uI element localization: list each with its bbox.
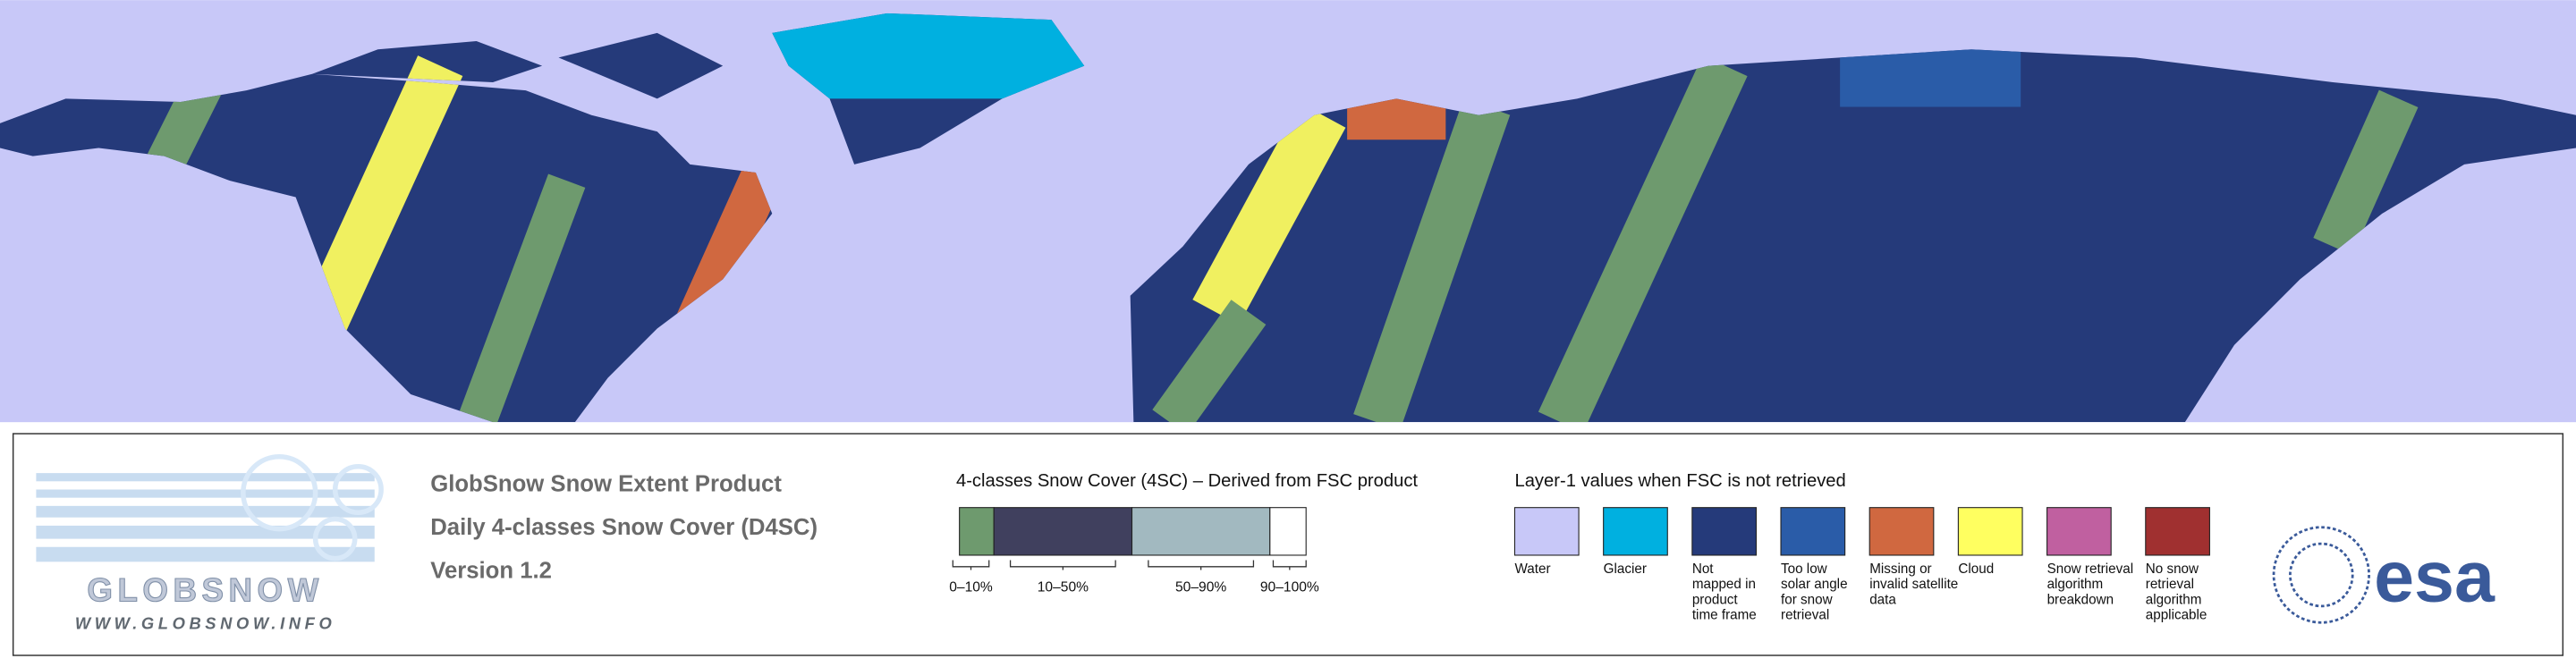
header-line: GlobSnow Snow Extent Product bbox=[430, 471, 782, 496]
globsnow-logo: GLOBSNOW WWW.GLOBSNOW.INFO bbox=[36, 453, 384, 633]
swath bbox=[1152, 300, 1267, 423]
logo-url: WWW.GLOBSNOW.INFO bbox=[75, 614, 336, 633]
layer1-swatch bbox=[2145, 507, 2210, 556]
logo-name: GLOBSNOW bbox=[87, 571, 323, 608]
fsc-swatch bbox=[959, 507, 995, 556]
layer1-label: product bbox=[1692, 592, 1739, 607]
snowflake bbox=[241, 453, 318, 532]
swath bbox=[1538, 55, 1748, 423]
stripe bbox=[36, 525, 375, 539]
header-line: Daily 4-classes Snow Cover (D4SC) bbox=[430, 515, 818, 540]
fsc-label: 10–50% bbox=[1038, 579, 1089, 595]
esa-logo: esa bbox=[2272, 526, 2496, 624]
fsc-label: 50–90% bbox=[1175, 579, 1226, 595]
fsc-legend: 4-classes Snow Cover (4SC) – Derived fro… bbox=[949, 471, 1418, 595]
esa-emblem bbox=[2289, 542, 2354, 608]
fsc-bracket bbox=[1009, 560, 1116, 570]
layer1-label: breakdown bbox=[2047, 592, 2114, 607]
layer1-swatch bbox=[2046, 507, 2112, 556]
header-line: Version 1.2 bbox=[430, 559, 552, 584]
swath bbox=[458, 173, 586, 423]
layer1-label: time frame bbox=[1692, 607, 1757, 622]
logo-stripes bbox=[36, 473, 375, 562]
layer1-swatch bbox=[1603, 507, 1668, 556]
fsc-label: 90–100% bbox=[1260, 579, 1319, 595]
fsc-swatch bbox=[1269, 507, 1307, 556]
fsc-bracket bbox=[1272, 560, 1307, 570]
snowflake bbox=[332, 464, 384, 515]
layer1-label: solar angle bbox=[1781, 577, 1848, 592]
layer1-label: No snow bbox=[2146, 561, 2199, 577]
layer1-label: applicable bbox=[2146, 607, 2207, 622]
fsc-bracket bbox=[1148, 560, 1255, 570]
layer1-label: Snow retrieval bbox=[2047, 561, 2134, 577]
header: GlobSnow Snow Extent Product Daily 4-clas… bbox=[430, 471, 818, 583]
fsc-swatch bbox=[1131, 507, 1271, 556]
swath bbox=[1192, 102, 1346, 325]
fsc-title: 4-classes Snow Cover (4SC) – Derived fro… bbox=[956, 471, 1418, 491]
fsc-bracket bbox=[952, 560, 990, 570]
layer1-label: retrieval bbox=[2146, 577, 2194, 592]
layer1-swatch bbox=[1957, 507, 2023, 556]
layer1-swatch bbox=[1691, 507, 1758, 556]
esa-name: esa bbox=[2374, 536, 2496, 617]
layer1-label: data bbox=[1869, 592, 1896, 607]
layer1-label: Glacier bbox=[1604, 561, 1647, 577]
swath bbox=[298, 55, 463, 339]
layer1-label: invalid satellite bbox=[1869, 577, 1958, 592]
swath bbox=[1353, 98, 1511, 423]
stripe bbox=[36, 473, 375, 482]
esa-emblem bbox=[2272, 526, 2370, 624]
snowflake bbox=[312, 516, 358, 561]
snowflakes bbox=[241, 453, 384, 561]
layer1-label: Cloud bbox=[1958, 561, 1994, 577]
layer1-swatch bbox=[1780, 507, 1846, 556]
layer1-legend: Layer-1 values when FSC is not retrieved… bbox=[1513, 471, 2210, 622]
fsc-label: 0–10% bbox=[949, 579, 993, 595]
layer1-label: algorithm bbox=[2146, 592, 2202, 607]
layer1-title: Layer-1 values when FSC is not retrieved bbox=[1514, 471, 1845, 491]
layer1-swatch bbox=[1513, 507, 1580, 556]
low-sun bbox=[1840, 49, 2021, 107]
layer1-swatch bbox=[1868, 507, 1935, 556]
swath bbox=[2313, 89, 2419, 256]
stripe bbox=[36, 546, 375, 562]
stripe bbox=[36, 505, 375, 518]
layer1-label: Not bbox=[1692, 561, 1714, 577]
stripe bbox=[36, 489, 375, 498]
layer1-label: retrieval bbox=[1781, 607, 1829, 622]
layer1-label: mapped in bbox=[1692, 577, 1756, 592]
fsc-swatch bbox=[993, 507, 1133, 556]
layer1-label: for snow bbox=[1781, 592, 1834, 607]
layer1-label: Too low bbox=[1781, 561, 1828, 577]
layer1-label: Missing or bbox=[1869, 561, 1931, 577]
layer1-label: algorithm bbox=[2047, 577, 2104, 592]
layer1-label: Water bbox=[1514, 561, 1550, 577]
